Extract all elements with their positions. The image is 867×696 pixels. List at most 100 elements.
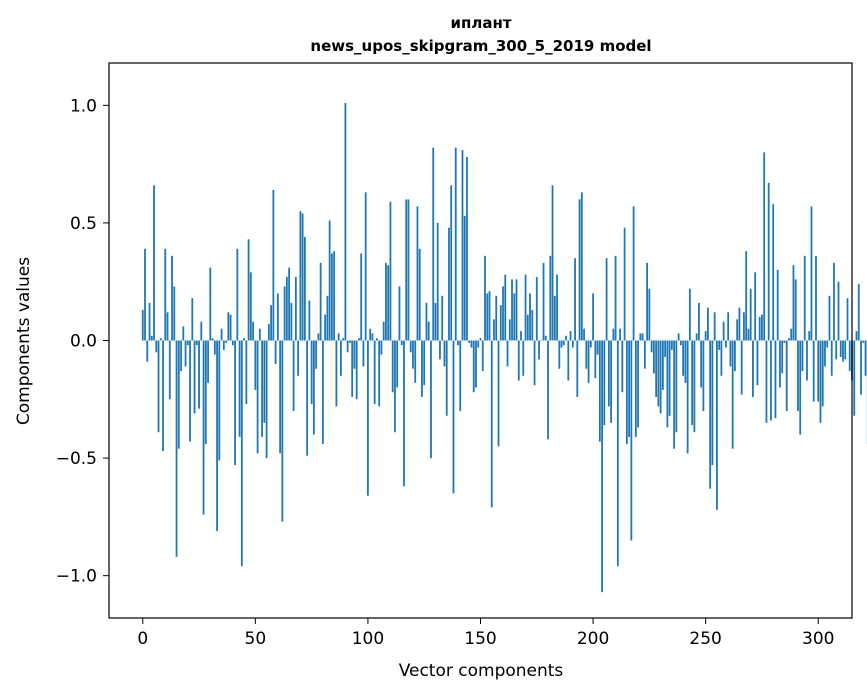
bar-145: [468, 340, 471, 343]
bar-152: [484, 255, 486, 341]
bar-93: [351, 340, 354, 397]
bar-149: [477, 340, 480, 348]
bar-126: [425, 302, 428, 341]
bar-119: [409, 340, 412, 353]
bar-231: [661, 340, 664, 390]
bar-101: [369, 328, 372, 341]
bar-214: [623, 227, 626, 341]
bar-245: [693, 340, 696, 433]
bar-319: [860, 340, 862, 395]
bar-300: [817, 340, 820, 402]
bar-105: [378, 340, 381, 407]
bar-304: [826, 340, 829, 348]
bar-228: [655, 340, 658, 397]
bar-306: [830, 340, 833, 376]
bar-276: [763, 152, 766, 341]
bar-163: [508, 319, 511, 341]
bar-200: [592, 293, 594, 341]
bar-90: [344, 102, 347, 341]
bar-58: [272, 189, 275, 341]
bar-177: [540, 340, 543, 341]
bar-305: [828, 295, 831, 341]
bar-151: [481, 340, 484, 372]
bar-169: [522, 340, 525, 376]
bar-19: [184, 340, 187, 367]
chart-title-line1: иплант: [450, 14, 511, 32]
bar-285: [783, 340, 786, 343]
bar-170: [524, 274, 527, 341]
bar-178: [542, 262, 545, 341]
bar-221: [639, 333, 642, 341]
bar-130: [434, 302, 437, 341]
bar-186: [560, 340, 563, 348]
bar-289: [792, 265, 795, 341]
bar-146: [470, 340, 473, 348]
bar-254: [713, 312, 716, 341]
bar-296: [808, 331, 811, 341]
bar-309: [837, 281, 840, 341]
bar-153: [486, 293, 489, 341]
bar-30: [209, 267, 212, 341]
bar-67: [292, 340, 295, 412]
bar-292: [799, 340, 802, 435]
bar-11: [166, 312, 169, 341]
bar-271: [752, 340, 754, 397]
bar-61: [279, 340, 282, 454]
bar-246: [695, 333, 698, 341]
bar-91: [346, 340, 349, 353]
bar-136: [448, 227, 450, 341]
bar-155: [490, 340, 493, 508]
bar-53: [261, 340, 263, 437]
bar-310: [839, 340, 842, 357]
bar-73: [306, 340, 309, 456]
bar-55: [265, 340, 268, 459]
bar-28: [204, 340, 207, 444]
bar-212: [619, 328, 621, 341]
bar-182: [551, 185, 554, 341]
bar-187: [562, 340, 565, 346]
bar-225: [648, 288, 651, 341]
bar-66: [290, 302, 293, 341]
bar-72: [303, 237, 306, 341]
bar-165: [513, 293, 516, 341]
bar-189: [567, 340, 570, 381]
x-tick-label: 150: [464, 629, 496, 649]
bar-21: [189, 340, 191, 442]
bar-223: [643, 340, 646, 369]
bar-302: [821, 340, 824, 407]
bar-171: [526, 314, 529, 341]
bar-7: [157, 340, 160, 433]
bar-98: [362, 340, 365, 367]
bar-8: [159, 338, 162, 341]
bar-22: [191, 298, 194, 341]
bar-307: [833, 262, 835, 341]
bar-154: [488, 291, 491, 341]
bar-74: [308, 300, 311, 341]
bar-224: [646, 262, 649, 341]
bar-118: [407, 199, 410, 341]
bar-89: [342, 338, 345, 341]
bar-256: [718, 340, 721, 350]
bar-190: [569, 331, 572, 341]
bar-219: [634, 340, 637, 437]
bar-48: [249, 272, 252, 341]
bar-299: [815, 255, 817, 341]
bar-70: [299, 211, 302, 341]
bar-295: [806, 340, 808, 381]
x-axis-ticks: 0 50 100 150 200 250 300: [137, 618, 834, 649]
bar-203: [598, 340, 601, 442]
bar-103: [373, 340, 376, 404]
bar-227: [652, 340, 655, 374]
bar-54: [263, 340, 266, 423]
bar-215: [625, 340, 628, 444]
bar-247: [698, 302, 700, 341]
bar-77: [315, 340, 318, 369]
bar-4: [150, 335, 153, 341]
bar-137: [450, 185, 453, 341]
bar-18: [182, 326, 185, 341]
bar-222: [641, 333, 644, 341]
bar-226: [650, 340, 653, 353]
bar-253: [711, 340, 714, 466]
bar-288: [790, 328, 793, 341]
bar-135: [445, 340, 448, 416]
